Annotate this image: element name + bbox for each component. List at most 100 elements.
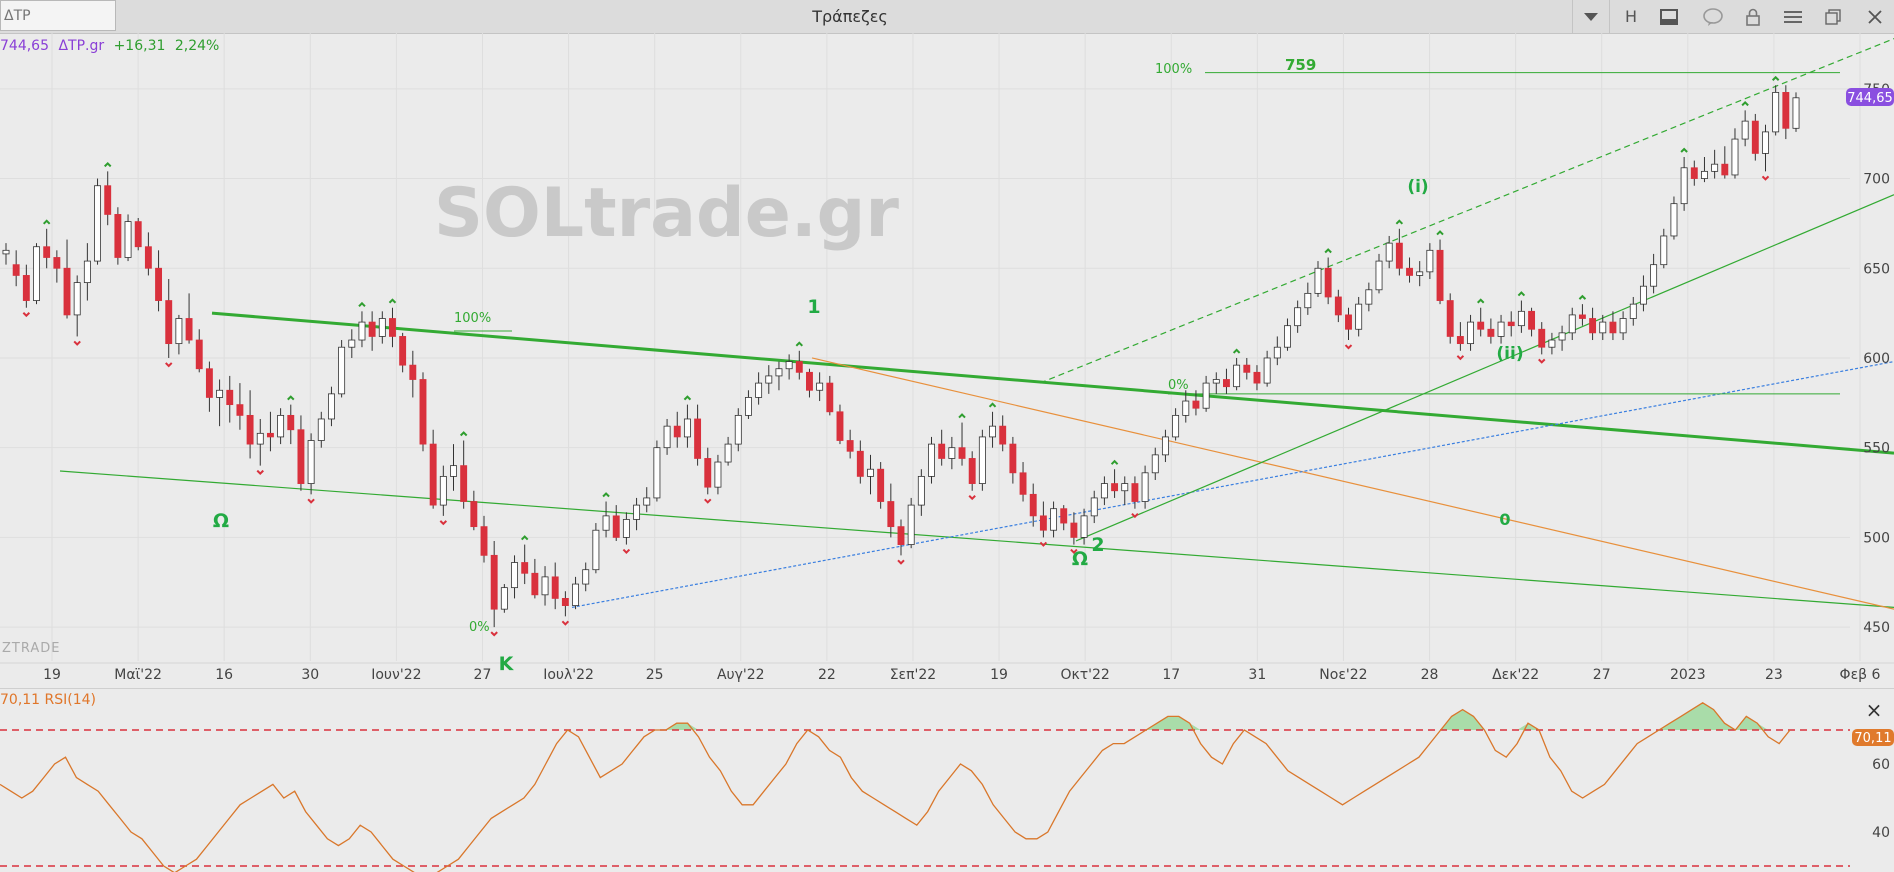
- candle[interactable]: [1385, 242, 1393, 262]
- candle[interactable]: [1212, 379, 1220, 384]
- candle[interactable]: [470, 501, 478, 528]
- candle[interactable]: [175, 318, 183, 345]
- candle[interactable]: [806, 371, 813, 391]
- trendline-lower-channel[interactable]: [59, 470, 1894, 608]
- candle[interactable]: [205, 368, 213, 398]
- candle[interactable]: [317, 418, 325, 441]
- candle[interactable]: [999, 425, 1007, 445]
- candle[interactable]: [358, 321, 366, 341]
- candle[interactable]: [216, 389, 224, 398]
- candle[interactable]: [1182, 400, 1190, 416]
- candle[interactable]: [328, 393, 335, 420]
- candle[interactable]: [1304, 292, 1312, 309]
- candle[interactable]: [1253, 371, 1261, 384]
- candle[interactable]: [389, 318, 396, 337]
- candle[interactable]: [1517, 310, 1525, 327]
- trendline-orange[interactable]: [811, 357, 1894, 610]
- candle[interactable]: [2, 249, 10, 255]
- candle[interactable]: [43, 246, 51, 258]
- candle[interactable]: [1782, 92, 1790, 129]
- candle[interactable]: [63, 267, 71, 316]
- trendline-rising[interactable]: [1075, 194, 1894, 542]
- candle[interactable]: [1202, 382, 1210, 409]
- comment-icon[interactable]: [1700, 0, 1726, 33]
- candle[interactable]: [1416, 271, 1424, 276]
- candle[interactable]: [460, 465, 468, 502]
- candle[interactable]: [1019, 472, 1027, 495]
- candle[interactable]: [633, 504, 641, 520]
- price-chart[interactable]: SOLtrade.gr ZTRADE 450500550600650700750…: [0, 33, 1894, 688]
- candle[interactable]: [572, 583, 579, 606]
- candle[interactable]: [1507, 321, 1515, 327]
- candle[interactable]: [683, 418, 691, 438]
- candle[interactable]: [938, 443, 946, 459]
- candle[interactable]: [511, 562, 518, 589]
- candle[interactable]: [378, 318, 386, 337]
- candle[interactable]: [1701, 170, 1708, 179]
- candle[interactable]: [1161, 436, 1169, 456]
- candle[interactable]: [1294, 307, 1302, 327]
- candle[interactable]: [1314, 267, 1322, 294]
- trendline-blue[interactable]: [571, 360, 1894, 608]
- candle[interactable]: [1680, 167, 1688, 205]
- rsi-close-icon[interactable]: ×: [1866, 698, 1883, 722]
- candle[interactable]: [622, 519, 630, 538]
- candle[interactable]: [277, 414, 285, 438]
- candle[interactable]: [490, 554, 498, 610]
- candle[interactable]: [1609, 321, 1617, 334]
- candle[interactable]: [429, 443, 437, 506]
- candle[interactable]: [104, 185, 112, 215]
- candle[interactable]: [948, 447, 956, 459]
- price-axis[interactable]: 450500550600650700750: [1863, 82, 1890, 636]
- candle[interactable]: [846, 440, 854, 452]
- candle[interactable]: [1090, 497, 1098, 517]
- candle[interactable]: [33, 246, 40, 301]
- candle[interactable]: [1426, 249, 1434, 273]
- candle[interactable]: [755, 382, 763, 398]
- candle[interactable]: [643, 497, 651, 506]
- candle[interactable]: [1172, 414, 1180, 438]
- candle[interactable]: [1497, 321, 1505, 337]
- candle[interactable]: [1711, 163, 1719, 172]
- candle[interactable]: [1334, 296, 1342, 316]
- candle[interactable]: [673, 425, 681, 438]
- candle[interactable]: [1375, 260, 1383, 291]
- candle[interactable]: [541, 576, 549, 596]
- candle[interactable]: [124, 221, 132, 258]
- panel-icon[interactable]: [1656, 0, 1682, 33]
- candle[interactable]: [1039, 515, 1047, 531]
- trendlines[interactable]: [59, 38, 1894, 610]
- candle[interactable]: [1629, 303, 1637, 319]
- candle[interactable]: [500, 587, 508, 610]
- candle[interactable]: [1121, 483, 1129, 492]
- candle[interactable]: [450, 465, 457, 477]
- candle[interactable]: [1029, 493, 1037, 517]
- candle[interactable]: [266, 432, 274, 438]
- candle[interactable]: [826, 382, 834, 413]
- menu-icon[interactable]: [1780, 0, 1806, 33]
- candle[interactable]: [816, 382, 824, 391]
- dropdown-arrow-icon[interactable]: [1572, 0, 1610, 33]
- symbol-search-input[interactable]: [0, 0, 116, 31]
- candle[interactable]: [338, 346, 346, 395]
- candle[interactable]: [256, 432, 264, 445]
- candle[interactable]: [1080, 515, 1088, 538]
- candle[interactable]: [887, 501, 895, 528]
- candle[interactable]: [1070, 522, 1078, 538]
- candle[interactable]: [134, 221, 142, 248]
- candle[interactable]: [1395, 242, 1403, 269]
- candle[interactable]: [1772, 92, 1780, 133]
- candle[interactable]: [368, 321, 376, 337]
- candle[interactable]: [399, 336, 407, 366]
- candle[interactable]: [724, 443, 732, 463]
- candle[interactable]: [795, 361, 803, 373]
- candle[interactable]: [1263, 357, 1271, 384]
- candle[interactable]: [1762, 131, 1769, 154]
- candle[interactable]: [155, 267, 163, 301]
- candle[interactable]: [1589, 318, 1597, 334]
- candle[interactable]: [1324, 267, 1332, 298]
- candle[interactable]: [561, 598, 569, 606]
- candle[interactable]: [897, 526, 905, 545]
- candle[interactable]: [521, 562, 529, 574]
- candle[interactable]: [409, 364, 417, 380]
